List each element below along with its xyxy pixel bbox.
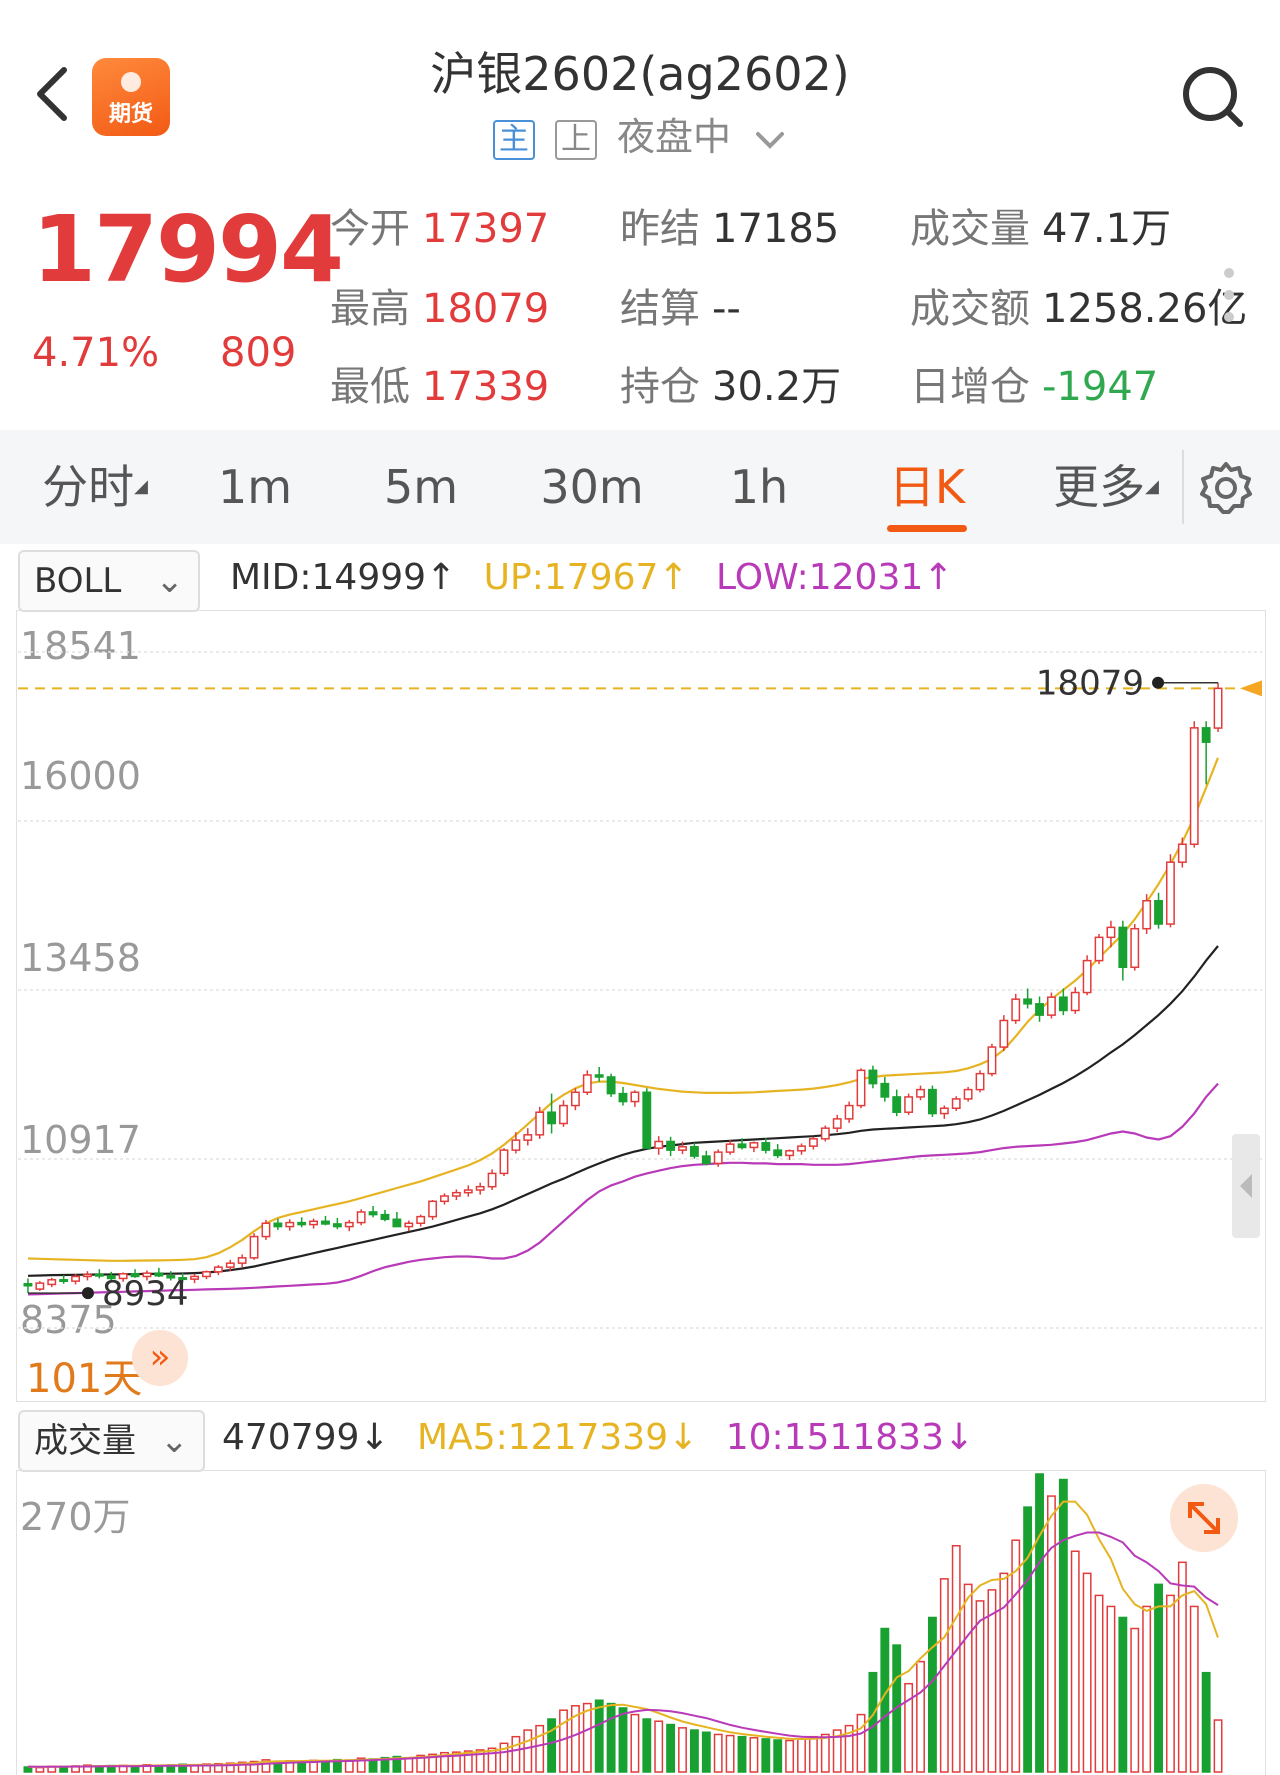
stat-volume-value: 47.1万: [1042, 206, 1172, 252]
volume-current: 470799↓: [222, 1417, 390, 1458]
y-axis-label: 18541: [20, 624, 141, 668]
stat-open-interest: 持仓 30.2万: [620, 354, 841, 412]
stat-high-value: 18079: [422, 286, 550, 332]
y-axis-label: 8375: [20, 1298, 117, 1342]
stat-oi-label: 持仓: [620, 364, 700, 410]
volume-ma10: 10:1511833↓: [725, 1417, 975, 1458]
tab-intraday[interactable]: 分时◢: [42, 460, 148, 514]
stat-turnover-value: 1258.26亿: [1042, 286, 1248, 332]
stat-settle-value: --: [712, 286, 741, 332]
back-button[interactable]: [28, 52, 88, 142]
stat-turnover-label: 成交额: [910, 286, 1030, 332]
stat-open-value: 17397: [422, 206, 550, 252]
top-bar: 期货 沪银2602(ag2602) 主 上 夜盘中: [0, 0, 1280, 172]
chevron-left-icon: [37, 67, 67, 121]
stat-settle: 结算 --: [620, 276, 741, 334]
volume-y-axis-label: 270万: [20, 1495, 131, 1539]
triangle-left-icon: [1240, 1174, 1252, 1198]
stat-volume: 成交量 47.1万: [910, 196, 1171, 254]
tab-1h[interactable]: 1h: [729, 460, 789, 514]
stat-prev-settle-value: 17185: [712, 206, 840, 252]
period-days-label: 101天: [26, 1356, 143, 1402]
stat-settle-label: 结算: [620, 286, 700, 332]
volume-chart-area[interactable]: [16, 1470, 1266, 1775]
volume-indicator-row: 成交量 ⌄ 470799↓ MA5:1217339↓ 10:1511833↓: [0, 1404, 1280, 1472]
stat-prev-settle-label: 昨结: [620, 206, 700, 252]
settings-button[interactable]: [1198, 460, 1254, 516]
double-chevron-right-icon: »: [149, 1337, 171, 1377]
stat-prev-settle: 昨结 17185: [620, 196, 839, 254]
stat-oi-change-value: -1947: [1042, 364, 1159, 410]
boll-values: MID:14999↑ UP:17967↑ LOW:12031↑: [230, 544, 953, 612]
active-tab-indicator: [887, 525, 967, 532]
volume-ma5: MA5:1217339↓: [417, 1417, 699, 1458]
boll-indicator-row: BOLL ⌄ MID:14999↑ UP:17967↑ LOW:12031↑: [0, 544, 1280, 612]
y-axis-label: 16000: [20, 754, 141, 798]
stat-oi-change: 日增仓 -1947: [910, 354, 1158, 412]
tab-more[interactable]: 更多◢: [1053, 460, 1159, 514]
change-amount: 809: [220, 330, 297, 376]
stat-oi-change-label: 日增仓: [910, 364, 1030, 410]
stat-open-label: 今开: [330, 206, 410, 252]
tab-30m[interactable]: 30m: [540, 460, 644, 514]
stat-volume-label: 成交量: [910, 206, 1030, 252]
y-axis-label: 13458: [20, 936, 141, 980]
scroll-right-button[interactable]: »: [132, 1330, 188, 1386]
volume-values: 470799↓ MA5:1217339↓ 10:1511833↓: [222, 1404, 974, 1472]
stat-open: 今开 17397: [330, 196, 549, 254]
tab-daily-k[interactable]: 日K: [862, 430, 992, 544]
stat-high: 最高 18079: [330, 276, 549, 334]
boll-low: LOW:12031↑: [716, 557, 954, 598]
session-status: 夜盘中: [617, 115, 732, 159]
search-icon: [1183, 67, 1243, 127]
expand-chart-button[interactable]: [1170, 1484, 1238, 1552]
stat-high-label: 最高: [330, 286, 410, 332]
app-logo: 期货: [92, 58, 170, 136]
side-panel-handle[interactable]: [1232, 1134, 1260, 1238]
logo-text: 期货: [108, 102, 153, 127]
chevron-down-icon: [756, 131, 785, 149]
session-info[interactable]: 主 上 夜盘中: [0, 106, 1280, 161]
logo-badge-icon: [121, 72, 141, 92]
period-tabs: 分时◢ 1m 5m 30m 1h 日K 更多◢: [0, 430, 1280, 544]
change-percent: 4.71%: [32, 330, 160, 376]
caret-icon: ◢: [134, 476, 148, 497]
gear-icon: [1200, 462, 1252, 514]
boll-mid: MID:14999↑: [230, 557, 457, 598]
stat-low-label: 最低: [330, 364, 410, 410]
stat-oi-value: 30.2万: [712, 364, 842, 410]
stat-low-value: 17339: [422, 364, 550, 410]
expand-icon: [1188, 1502, 1220, 1534]
stat-turnover: 成交额 1258.26亿: [910, 276, 1247, 334]
exchange-tag: 上: [554, 119, 597, 160]
chevron-down-icon: ⌄: [160, 1421, 189, 1461]
last-price: 17994: [32, 196, 344, 303]
caret-icon: ◢: [1145, 476, 1159, 497]
y-axis-label: 10917: [20, 1118, 141, 1162]
more-dots-icon[interactable]: [1224, 268, 1236, 334]
main-contract-tag: 主: [492, 119, 535, 160]
search-button[interactable]: [1178, 62, 1248, 132]
tab-5m[interactable]: 5m: [383, 460, 459, 514]
kline-chart-area[interactable]: [16, 610, 1266, 1402]
page-title: 沪银2602(ag2602): [430, 47, 850, 101]
indicator-selector-boll[interactable]: BOLL ⌄: [18, 550, 200, 612]
divider: [1182, 450, 1184, 524]
indicator-selector-volume[interactable]: 成交量 ⌄: [18, 1410, 205, 1472]
stat-low: 最低 17339: [330, 354, 549, 412]
chevron-down-icon: ⌄: [155, 561, 184, 601]
tab-1m[interactable]: 1m: [217, 460, 293, 514]
boll-up: UP:17967↑: [483, 557, 689, 598]
